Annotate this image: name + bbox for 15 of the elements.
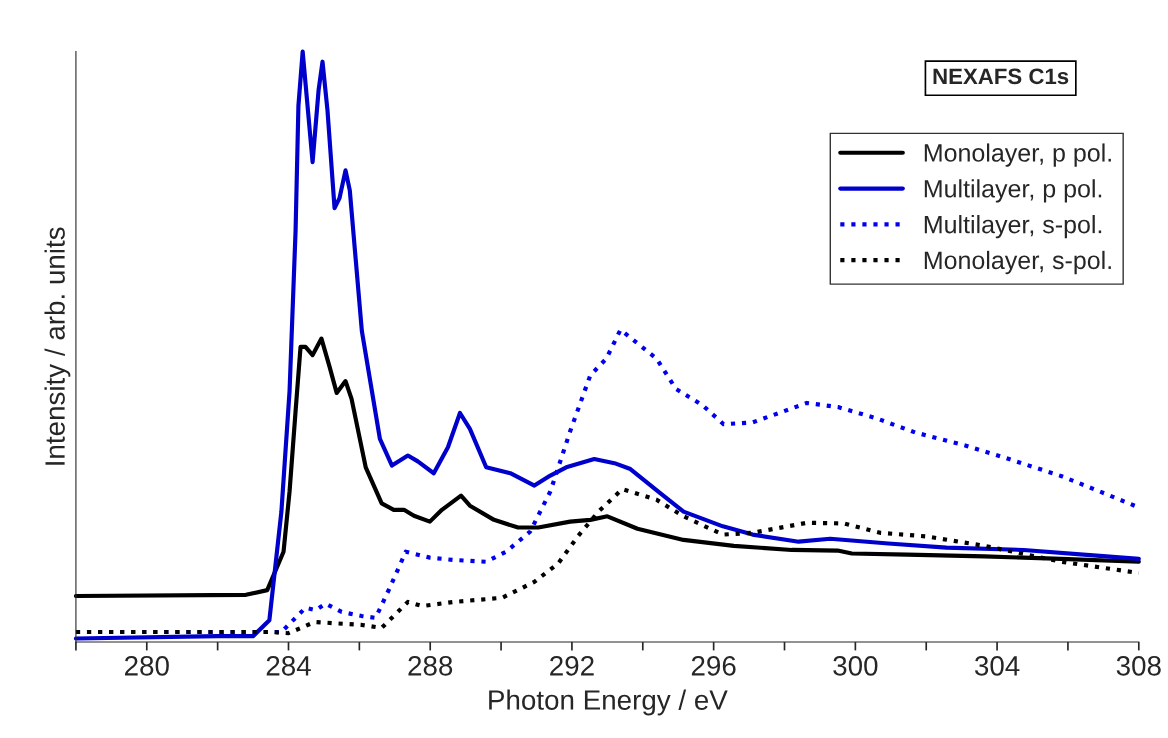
x-axis-title: Photon Energy / eV (489, 689, 728, 716)
legend-label: Monolayer, p pol. (924, 143, 1111, 167)
x-tick-label: 308 (1116, 655, 1161, 676)
legend-label: Multilayer, s-pol. (924, 215, 1102, 239)
annotation: NEXAFS C1s (933, 68, 1069, 85)
x-tick-label: 292 (550, 655, 594, 676)
legend-label: Multilayer, p pol. (924, 179, 1102, 203)
x-tick-label: 280 (125, 655, 169, 676)
x-tick-label: 296 (691, 655, 736, 676)
x-tick-label: 300 (833, 655, 878, 676)
x-tick-label: 288 (408, 655, 453, 676)
x-tick-label: 304 (974, 655, 1020, 676)
x-tick-label: 284 (266, 655, 311, 676)
y-axis-title: Intensity / arb. units (44, 227, 71, 465)
legend-label: Monolayer, s-pol. (924, 250, 1111, 275)
